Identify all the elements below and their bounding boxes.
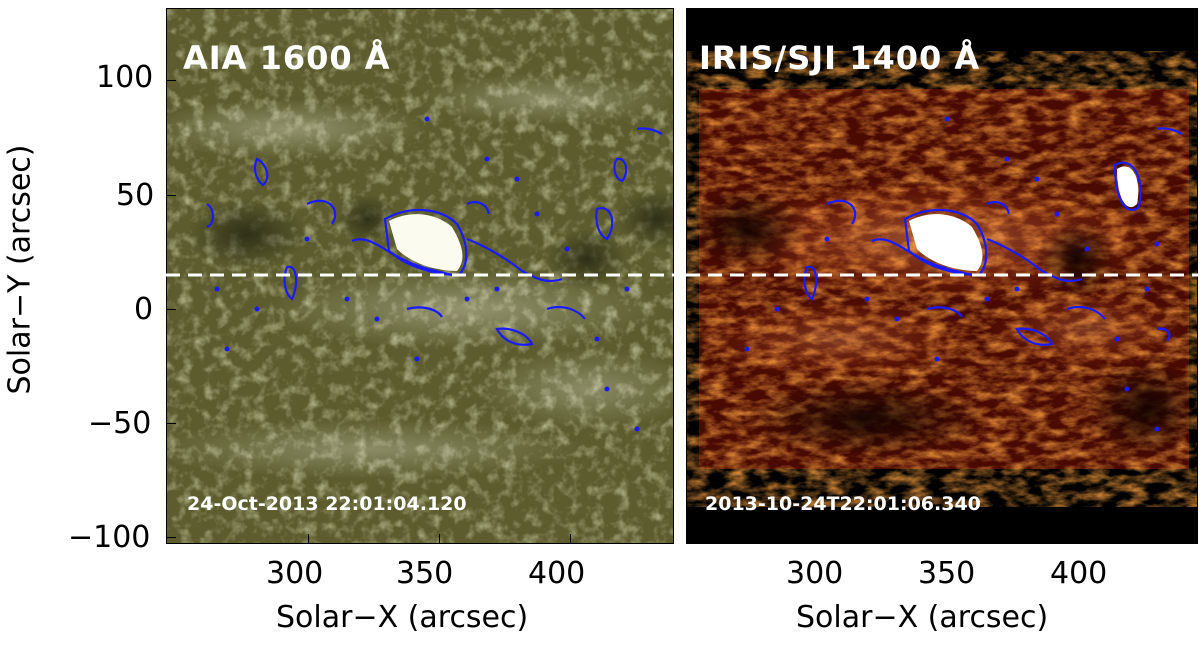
x-tick-label: 350 bbox=[396, 556, 454, 591]
aia-1600-image-panel: AIA 1600 Å 24-Oct-2013 22:01:04.120 bbox=[166, 8, 674, 544]
iris-sji-1400-image bbox=[687, 9, 1197, 543]
y-tick-mark bbox=[166, 537, 176, 538]
x-tick-label: 350 bbox=[918, 556, 976, 591]
y-tick-mark bbox=[166, 80, 176, 81]
x-tick-label: 300 bbox=[786, 556, 844, 591]
y-tick-label: −50 bbox=[88, 406, 152, 441]
y-tick-mark bbox=[166, 309, 176, 310]
x-tick-label: 400 bbox=[1050, 556, 1108, 591]
y-tick-label: 100 bbox=[96, 60, 154, 95]
x-tick-mark bbox=[439, 534, 440, 544]
y-tick-label: 0 bbox=[134, 292, 154, 327]
y-tick-mark bbox=[166, 195, 176, 196]
y-tick-mark bbox=[166, 423, 176, 424]
y-tick-label: 50 bbox=[116, 178, 155, 213]
panel-title: AIA 1600 Å bbox=[183, 39, 391, 77]
y-tick-label: −100 bbox=[68, 520, 151, 555]
x-tick-mark bbox=[308, 534, 309, 544]
x-axis-label: Solar−X (arcsec) bbox=[276, 600, 529, 635]
aia-1600-image bbox=[167, 9, 673, 543]
x-tick-label: 400 bbox=[528, 556, 586, 591]
x-tick-mark bbox=[570, 534, 571, 544]
y-axis-label: Solar−Y (arcsec) bbox=[2, 144, 38, 395]
x-tick-label: 300 bbox=[266, 556, 324, 591]
iris-sji-1400-image-panel: IRIS/SJI 1400 Å 2013-10-24T22:01:06.340 bbox=[686, 8, 1198, 544]
observation-timestamp: 2013-10-24T22:01:06.340 bbox=[705, 493, 981, 515]
panel-title: IRIS/SJI 1400 Å bbox=[699, 39, 981, 77]
observation-timestamp: 24-Oct-2013 22:01:04.120 bbox=[187, 493, 467, 515]
x-axis-label: Solar−X (arcsec) bbox=[796, 600, 1049, 635]
